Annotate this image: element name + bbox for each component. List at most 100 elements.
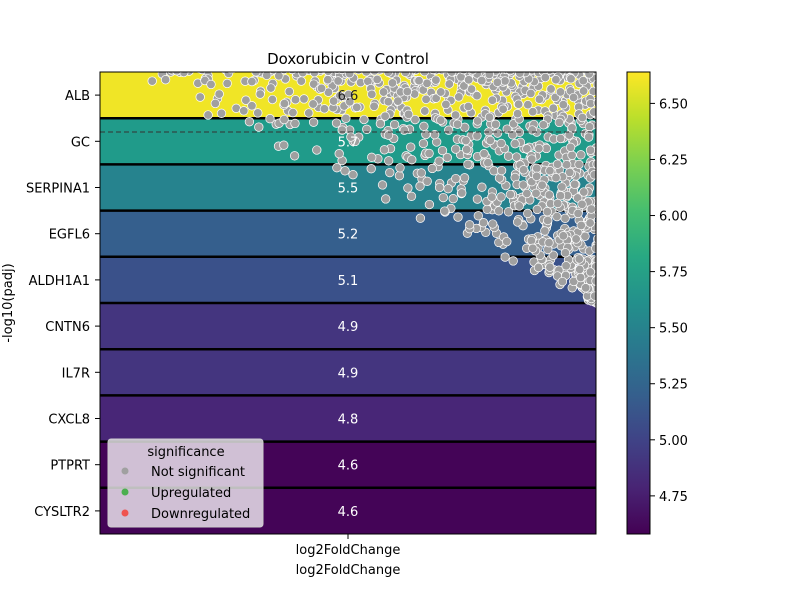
scatter-point bbox=[472, 63, 481, 72]
scatter-point bbox=[442, 152, 452, 163]
scatter-point bbox=[218, 63, 227, 72]
scatter-point bbox=[369, 101, 379, 111]
scatter-point bbox=[494, 206, 504, 216]
cell-value-label: 4.6 bbox=[338, 459, 359, 474]
scatter-point bbox=[308, 117, 319, 127]
scatter-point bbox=[510, 139, 520, 149]
scatter-point bbox=[575, 272, 586, 283]
scatter-point bbox=[506, 63, 515, 72]
colorbar-tick-label: 5.75 bbox=[659, 266, 688, 281]
scatter-point bbox=[560, 213, 570, 223]
scatter-point bbox=[585, 218, 595, 228]
scatter-point bbox=[463, 159, 473, 169]
scatter-point bbox=[592, 79, 596, 89]
scatter-point bbox=[577, 112, 588, 123]
scatter-point bbox=[571, 63, 580, 72]
scatter-point bbox=[288, 107, 298, 118]
scatter-point bbox=[496, 63, 505, 72]
scatter-point bbox=[438, 192, 448, 203]
scatter-point bbox=[119, 72, 124, 73]
scatter-point bbox=[482, 204, 492, 214]
scatter-point bbox=[427, 163, 437, 174]
scatter-point bbox=[466, 63, 475, 72]
scatter-point bbox=[578, 86, 589, 96]
scatter-point bbox=[568, 63, 577, 72]
scatter-point bbox=[567, 123, 577, 133]
scatter-point bbox=[439, 72, 445, 73]
x-tick-label: log2FoldChange bbox=[296, 543, 401, 558]
y-tick-label: IL7R bbox=[62, 366, 90, 381]
y-axis-label: -log10(padj) bbox=[1, 263, 16, 342]
scatter-point bbox=[309, 79, 319, 89]
scatter-point bbox=[156, 72, 160, 73]
scatter-point bbox=[574, 159, 584, 170]
scatter-point bbox=[466, 63, 475, 72]
scatter-point bbox=[290, 95, 301, 105]
scatter-point bbox=[462, 144, 472, 155]
scatter-point bbox=[533, 72, 535, 73]
y-tick-label: CXCL8 bbox=[48, 413, 90, 428]
scatter-point bbox=[434, 72, 441, 74]
colorbar-tick-label: 5.50 bbox=[659, 322, 688, 337]
scatter-point bbox=[267, 94, 278, 105]
scatter-point bbox=[532, 204, 542, 215]
scatter-point bbox=[448, 194, 458, 204]
scatter-point bbox=[593, 98, 596, 108]
scatter-point bbox=[424, 148, 434, 159]
scatter-point bbox=[522, 188, 532, 199]
colorbar-tick-label: 6.00 bbox=[659, 210, 688, 225]
scatter-point bbox=[451, 144, 461, 154]
scatter-point bbox=[514, 63, 523, 72]
scatter-point bbox=[480, 72, 487, 73]
scatter-point bbox=[528, 107, 538, 117]
scatter-point bbox=[415, 181, 425, 191]
legend-label: Downregulated bbox=[151, 507, 250, 522]
legend-entries: Not significant Upregulated Downregulated bbox=[121, 465, 250, 522]
scatter-point bbox=[562, 160, 572, 170]
scatter-point bbox=[513, 99, 524, 109]
scatter-point bbox=[508, 256, 518, 266]
scatter-point bbox=[546, 72, 552, 73]
scatter-point bbox=[244, 72, 248, 73]
scatter-point bbox=[416, 168, 426, 178]
scatter-point bbox=[377, 180, 388, 190]
scatter-point bbox=[284, 86, 294, 97]
scatter-point bbox=[502, 236, 512, 247]
scatter-point bbox=[589, 170, 596, 180]
scatter-point bbox=[556, 63, 565, 72]
scatter-point bbox=[473, 211, 483, 221]
scatter-point bbox=[323, 87, 334, 97]
scatter-point bbox=[576, 150, 586, 160]
scatter-point bbox=[366, 164, 376, 174]
scatter-point bbox=[178, 72, 184, 73]
scatter-point bbox=[262, 72, 272, 80]
scatter-point bbox=[549, 63, 558, 72]
scatter-point bbox=[552, 211, 562, 222]
scatter-point bbox=[434, 156, 444, 166]
scatter-point bbox=[172, 72, 182, 76]
scatter-point bbox=[489, 166, 499, 176]
scatter-point bbox=[484, 72, 494, 80]
scatter-point bbox=[239, 106, 249, 116]
scatter-point bbox=[508, 130, 518, 140]
colorbar-ticks: 4.75 5.00 5.25 5.50 5.75 6.00 6.25 6.50 bbox=[650, 97, 688, 505]
scatter-point bbox=[581, 283, 591, 293]
scatter-point bbox=[585, 267, 596, 277]
scatter-point bbox=[406, 142, 416, 152]
scatter-point bbox=[393, 96, 403, 106]
scatter-point bbox=[592, 159, 596, 169]
scatter-point bbox=[319, 104, 330, 114]
scatter-point bbox=[304, 108, 314, 118]
scatter-point bbox=[515, 72, 525, 78]
heatmap-cell bbox=[100, 303, 596, 350]
scatter-point bbox=[485, 72, 490, 73]
scatter-point bbox=[238, 72, 242, 73]
scatter-point bbox=[500, 76, 510, 86]
scatter-point bbox=[420, 106, 430, 116]
x-axis-label: log2FoldChange bbox=[296, 563, 401, 578]
scatter-point bbox=[545, 63, 554, 72]
scatter-point bbox=[329, 96, 339, 106]
scatter-point bbox=[586, 63, 595, 72]
scatter-point bbox=[555, 133, 566, 144]
scatter-point bbox=[112, 72, 114, 73]
